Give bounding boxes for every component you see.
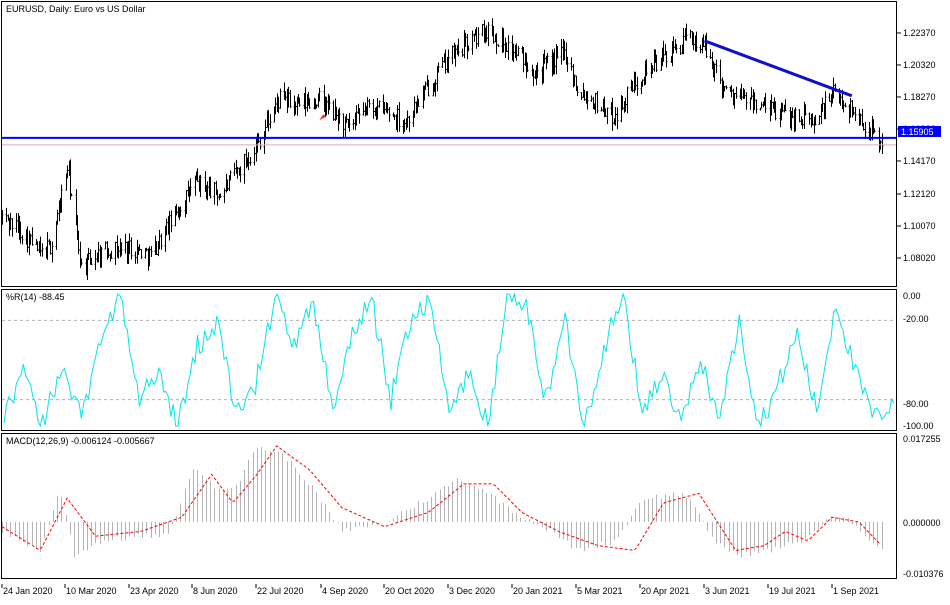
time-tick: 5 Mar 2021: [577, 586, 623, 596]
time-tick: 3 Dec 2020: [449, 586, 495, 596]
price-tick: 1.12120: [903, 189, 936, 199]
time-tick: 10 Mar 2020: [66, 586, 117, 596]
price-tick: 1.08020: [903, 253, 936, 263]
wr-tick: -20.00: [903, 314, 929, 324]
time-tick: 19 Jul 2021: [769, 586, 816, 596]
macd-tick: 0.017255: [903, 434, 941, 444]
price-tick: 1.22370: [903, 28, 936, 38]
price-tick: 1.18270: [903, 92, 936, 102]
time-tick: 20 Jan 2021: [513, 586, 563, 596]
macd-tick: -0.010376: [903, 569, 944, 579]
time-tick: 1 Sep 2021: [833, 586, 879, 596]
price-tick: 1.20320: [903, 60, 936, 70]
time-tick: 23 Apr 2020: [130, 586, 179, 596]
price-title: EURUSD, Daily: Euro vs US Dollar: [6, 4, 146, 14]
time-tick: 8 Jun 2020: [193, 586, 238, 596]
price-layer: [1, 18, 896, 280]
wr-tick: -80.00: [903, 399, 929, 409]
time-axis: 24 Jan 2020 10 Mar 2020 23 Apr 2020 8 Ju…: [1, 584, 879, 596]
current-price-label-bg: [898, 126, 941, 137]
macd-signal-line: [1, 445, 881, 551]
time-tick: 20 Apr 2021: [641, 586, 690, 596]
trade-marker-icon: [319, 114, 327, 121]
wr-series-line: [3, 292, 895, 428]
macd-tick: 0.000000: [903, 518, 941, 528]
wr-tick: -100.00: [903, 421, 934, 431]
price-tick: 1.14170: [903, 156, 936, 166]
resistance-trendline: [704, 39, 853, 98]
price-panel[interactable]: [1, 1, 897, 287]
macd-axis: 0.017255 0.000000 -0.010376: [903, 434, 944, 579]
time-tick: 4 Sep 2020: [322, 586, 368, 596]
williams-r-axis: 0.00 -20.00 -80.00 -100.00: [903, 291, 934, 431]
time-tick: 24 Jan 2020: [3, 586, 53, 596]
macd-title: MACD(12,26,9) -0.006124 -0.005667: [6, 436, 155, 446]
williams-r-panel[interactable]: [1, 289, 897, 431]
time-tick: 22 Jul 2020: [257, 586, 304, 596]
williams-r-layer: [2, 292, 896, 428]
current-price-label: 1.15905: [901, 127, 934, 137]
wr-tick: 0.00: [903, 291, 921, 301]
time-tick: 3 Jun 2021: [705, 586, 750, 596]
time-tick: 20 Oct 2020: [385, 586, 434, 596]
macd-layer: [1, 445, 883, 558]
price-axis: 1.22370 1.20320 1.18270 1.16220 1.14170 …: [897, 28, 941, 263]
williams-r-title: %R(14) -88.45: [6, 292, 65, 302]
price-tick: 1.10070: [903, 221, 936, 231]
